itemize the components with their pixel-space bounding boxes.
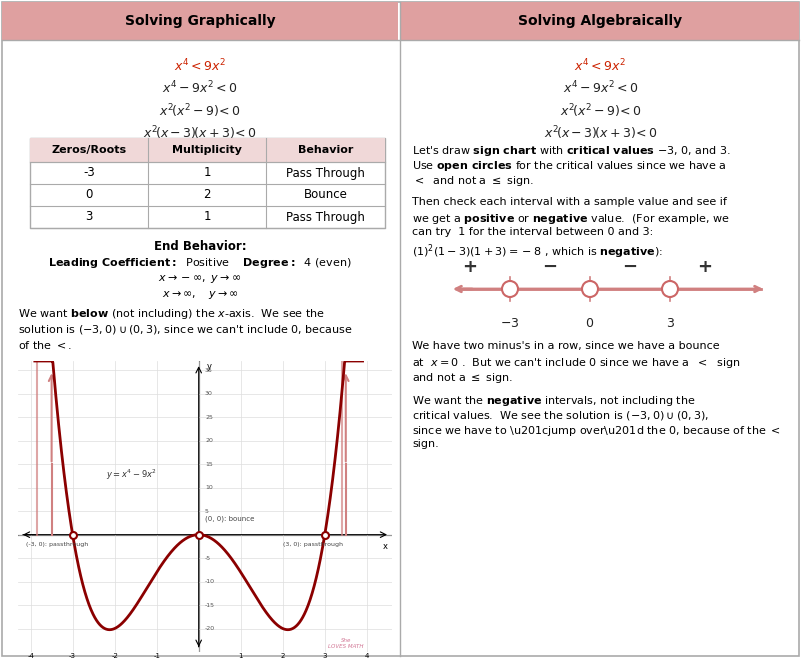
- Text: 1: 1: [203, 211, 211, 224]
- Text: $y = x^4 - 9x^2$: $y = x^4 - 9x^2$: [107, 468, 157, 482]
- Text: (0, 0): bounce: (0, 0): bounce: [205, 516, 255, 522]
- Text: +: +: [698, 258, 713, 276]
- Text: $3$: $3$: [666, 317, 674, 330]
- Text: $(1)^2(1-3)(1+3)=-8$ , which is $\mathbf{negative}$):: $(1)^2(1-3)(1+3)=-8$ , which is $\mathbf…: [412, 242, 663, 261]
- Text: since we have to \u201cjump over\u201d the 0, because of the $<$: since we have to \u201cjump over\u201d t…: [412, 424, 781, 438]
- Text: 30: 30: [205, 392, 213, 396]
- Text: Zeros/Roots: Zeros/Roots: [51, 145, 127, 155]
- Text: -5: -5: [205, 555, 211, 561]
- Text: Solving Graphically: Solving Graphically: [125, 14, 276, 28]
- Text: $-3$: $-3$: [501, 317, 520, 330]
- Text: and not a $\leq$ sign.: and not a $\leq$ sign.: [412, 371, 513, 385]
- Text: We have two minus's in a row, since we have a bounce: We have two minus's in a row, since we h…: [412, 341, 719, 351]
- Text: -3: -3: [83, 166, 95, 180]
- Circle shape: [582, 281, 598, 297]
- Circle shape: [662, 281, 678, 297]
- Text: Let's draw $\mathbf{sign\ chart}$ with $\mathbf{critical\ values}$ $-3$, 0, and : Let's draw $\mathbf{sign\ chart}$ with $…: [412, 144, 731, 158]
- Text: 2: 2: [203, 188, 211, 201]
- Text: 20: 20: [205, 438, 213, 443]
- Text: End Behavior:: End Behavior:: [154, 240, 247, 253]
- Text: -20: -20: [205, 626, 215, 631]
- Text: −: −: [622, 258, 638, 276]
- Text: can try  1 for the interval between 0 and 3:: can try 1 for the interval between 0 and…: [412, 227, 654, 237]
- Text: $x^2\!\left(x^2-9\right)\!<0$: $x^2\!\left(x^2-9\right)\!<0$: [159, 102, 241, 120]
- Text: We want $\mathbf{below}$ (not including) the $x$-axis.  We see the: We want $\mathbf{below}$ (not including)…: [18, 307, 325, 321]
- Text: $<$  and not a $\leq$ sign.: $<$ and not a $\leq$ sign.: [412, 174, 534, 188]
- Text: Multiplicity: Multiplicity: [172, 145, 242, 155]
- Text: $x^2\!\left(x-3\right)\!\left(x+3\right)\!<0$: $x^2\!\left(x-3\right)\!\left(x+3\right)…: [143, 124, 257, 141]
- Text: $x\rightarrow \infty,\quad y\rightarrow \infty$: $x\rightarrow \infty,\quad y\rightarrow …: [162, 289, 239, 301]
- Text: Pass Through: Pass Through: [286, 211, 365, 224]
- Text: $x^4-9x^2<0$: $x^4-9x^2<0$: [562, 80, 638, 97]
- Text: $x^4-9x^2<0$: $x^4-9x^2<0$: [162, 80, 238, 97]
- Text: of the $<$.: of the $<$.: [18, 339, 72, 351]
- Text: solution is $(-3,0)\cup(0,3)$, since we can't include 0, because: solution is $(-3,0)\cup(0,3)$, since we …: [18, 323, 352, 336]
- Text: $x^2\!\left(x-3\right)\!\left(x+3\right)\!<0$: $x^2\!\left(x-3\right)\!\left(x+3\right)…: [544, 124, 658, 141]
- Text: $x\rightarrow -\infty,\ y\rightarrow \infty$: $x\rightarrow -\infty,\ y\rightarrow \in…: [159, 273, 242, 285]
- Text: critical values.  We see the solution is $(-3,0)\cup(0,3)$,: critical values. We see the solution is …: [412, 409, 709, 422]
- Text: Behavior: Behavior: [298, 145, 353, 155]
- Text: $0$: $0$: [586, 317, 594, 330]
- Text: 1: 1: [203, 166, 211, 180]
- Text: $x^4 < 9x^2$: $x^4 < 9x^2$: [174, 58, 226, 74]
- Text: -15: -15: [205, 603, 215, 607]
- Text: Bounce: Bounce: [304, 188, 348, 201]
- Text: (-3, 0): passthrough: (-3, 0): passthrough: [26, 542, 89, 547]
- Text: (3, 0): passthrough: (3, 0): passthrough: [283, 542, 343, 547]
- Text: y: y: [207, 363, 212, 371]
- Bar: [30, 138, 385, 162]
- Text: +: +: [462, 258, 477, 276]
- Text: Use $\mathbf{open\ circles}$ for the critical values since we have a: Use $\mathbf{open\ circles}$ for the cri…: [412, 159, 727, 173]
- Text: 35: 35: [205, 368, 213, 373]
- Text: sign.: sign.: [412, 439, 439, 449]
- Text: 15: 15: [205, 462, 213, 467]
- Text: Solving Algebraically: Solving Algebraically: [518, 14, 682, 28]
- Text: −: −: [542, 258, 557, 276]
- Text: -10: -10: [205, 579, 215, 584]
- Text: we get a $\mathbf{positive}$ or $\mathbf{negative}$ value.  (For example, we: we get a $\mathbf{positive}$ or $\mathbf…: [412, 212, 730, 226]
- Text: x: x: [383, 542, 388, 551]
- Text: 10: 10: [205, 485, 213, 490]
- Text: She
LOVES MATH: She LOVES MATH: [328, 638, 364, 649]
- Text: Then check each interval with a sample value and see if: Then check each interval with a sample v…: [412, 197, 727, 207]
- Text: 0: 0: [86, 188, 93, 201]
- Text: $x^2\!\left(x^2-9\right)\!<0$: $x^2\!\left(x^2-9\right)\!<0$: [560, 102, 642, 120]
- Bar: [2, 2, 398, 40]
- Text: 5: 5: [205, 509, 209, 514]
- Circle shape: [502, 281, 518, 297]
- Text: $\mathbf{Leading\ Coefficient:}$  Positive    $\mathbf{Degree:}$  4 (even): $\mathbf{Leading\ Coefficient:}$ Positiv…: [48, 256, 352, 270]
- Text: $x^4 < 9x^2$: $x^4 < 9x^2$: [574, 58, 626, 74]
- Text: 25: 25: [205, 415, 213, 420]
- Text: We want the $\mathbf{negative}$ intervals, not including the: We want the $\mathbf{negative}$ interval…: [412, 394, 695, 408]
- Bar: [30, 138, 385, 228]
- Text: Pass Through: Pass Through: [286, 166, 365, 180]
- Text: at  $x=0$ .  But we can't include 0 since we have a  $<$  sign: at $x=0$ . But we can't include 0 since …: [412, 356, 741, 370]
- Text: 3: 3: [86, 211, 93, 224]
- Bar: [400, 2, 799, 40]
